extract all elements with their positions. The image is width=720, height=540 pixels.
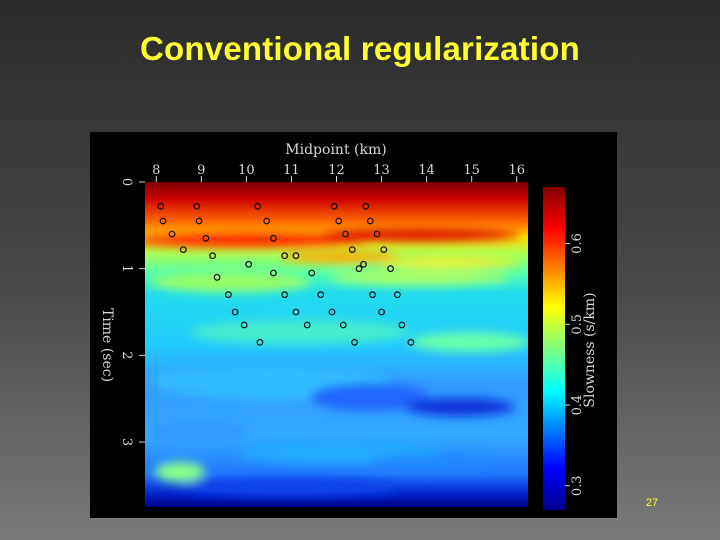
pick-marker (366, 217, 374, 225)
page-number: 27 (645, 497, 659, 509)
y-tick-label: 2 (119, 351, 134, 359)
pick-marker (342, 230, 349, 238)
pick-marker (292, 308, 300, 316)
pick-marker (330, 202, 338, 210)
pick-marker (393, 291, 401, 299)
colorbar-tick-label: 0.5 (570, 314, 585, 335)
pick-marker (387, 265, 394, 273)
pick-marker (339, 321, 347, 329)
pick-marker (270, 234, 277, 242)
x-tick-label: 14 (418, 163, 435, 178)
x-axis-ticks: 8 9 10 11 12 13 14 15 16 (152, 163, 525, 182)
pick-marker (362, 202, 370, 210)
y-tick-label: 1 (119, 265, 134, 273)
pick-marker (159, 217, 167, 225)
x-tick-label: 12 (328, 163, 345, 178)
x-tick-label: 16 (508, 163, 525, 178)
pick-marker (292, 252, 300, 260)
pick-marker (373, 230, 381, 238)
pick-marker (254, 202, 262, 210)
pick-marker (193, 202, 201, 210)
pick-marker (281, 291, 289, 299)
y-axis-ticks: 0 1 2 3 (119, 178, 145, 446)
pick-marker (263, 217, 271, 225)
y-tick-label: 0 (119, 178, 134, 186)
colorbar-tick-label: 0.4 (570, 395, 585, 416)
pick-marker (195, 217, 203, 225)
pick-marker (328, 308, 336, 316)
slide-title: Conventional regularization (140, 30, 580, 67)
x-tick-label: 13 (373, 163, 390, 178)
pick-marker (231, 308, 239, 316)
pick-marker (360, 260, 367, 268)
pick-marker (335, 217, 343, 225)
y-tick-label: 3 (119, 438, 134, 446)
slowness-field (145, 182, 528, 507)
pick-marker (179, 246, 187, 253)
pick-marker (209, 252, 216, 260)
x-axis-label: Midpoint (km) (285, 142, 386, 158)
colorbar-label: Slowness (s/km) (582, 292, 598, 407)
velocity-panel-figure: Midpoint (km) 8 9 10 11 12 13 14 15 16 Time (sec… (90, 132, 617, 518)
x-tick-label: 10 (238, 163, 255, 178)
x-tick-label: 9 (197, 163, 205, 178)
y-axis-label: Time (sec) (99, 308, 115, 382)
colorbar-tick-label: 0.6 (570, 233, 585, 254)
pick-marker (351, 338, 358, 346)
pick-marker (355, 265, 363, 273)
pick-marker (256, 338, 264, 346)
pick-marker (240, 321, 248, 329)
pick-marker (224, 291, 232, 299)
pick-marker (348, 246, 356, 253)
pick-marker (270, 269, 277, 277)
x-tick-label: 11 (283, 163, 300, 178)
pick-marker (308, 269, 316, 277)
colorbar-tick-label: 0.3 (570, 475, 585, 496)
pick-marker (369, 291, 376, 299)
pick-marker (245, 260, 253, 268)
x-tick-label: 15 (463, 163, 480, 178)
x-tick-label: 8 (152, 163, 160, 178)
pick-marker (317, 291, 325, 299)
pick-marker (380, 246, 388, 253)
pick-marker (157, 202, 165, 210)
pick-marker (407, 338, 415, 346)
colorbar-ticks: 0.3 0.4 0.5 0.6 (565, 233, 585, 496)
pick-markers (157, 202, 415, 346)
colorbar (543, 187, 565, 510)
pick-marker (202, 234, 210, 242)
pick-marker (168, 230, 176, 238)
velocity-panel-svg: Midpoint (km) 8 9 10 11 12 13 14 15 16 Time (sec… (99, 142, 598, 510)
pick-marker (378, 308, 385, 316)
pick-marker (303, 321, 311, 329)
pick-marker (281, 252, 289, 260)
pick-marker (398, 321, 406, 329)
pick-marker (213, 273, 221, 281)
